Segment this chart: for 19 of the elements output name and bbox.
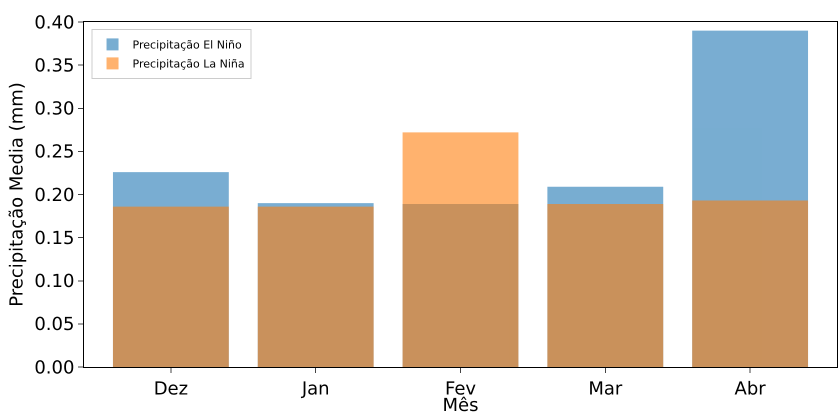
legend-label: Precipitação El Niño bbox=[132, 38, 242, 52]
legend-label: Precipitação La Niña bbox=[132, 58, 245, 71]
y-tick-label: 0.00 bbox=[34, 357, 74, 378]
x-tick-label: Jan bbox=[300, 378, 330, 400]
bar bbox=[402, 132, 518, 367]
y-tick-label: 0.05 bbox=[34, 314, 74, 336]
y-tick-label: 0.20 bbox=[34, 184, 74, 206]
x-tick-label: Mar bbox=[588, 378, 623, 400]
x-tick-label: Dez bbox=[154, 378, 188, 400]
y-tick-label: 0.15 bbox=[34, 228, 74, 249]
y-tick-label: 0.30 bbox=[34, 98, 74, 120]
x-tick-label: Abr bbox=[734, 378, 766, 400]
y-tick-label: 0.40 bbox=[34, 12, 74, 34]
y-tick-label: 0.25 bbox=[34, 142, 74, 163]
y-tick-label: 0.35 bbox=[34, 55, 74, 76]
y-tick-label: 0.10 bbox=[34, 271, 74, 292]
bar bbox=[112, 206, 229, 367]
bar bbox=[692, 200, 808, 367]
y-axis-title: Precipitação Media (mm) bbox=[6, 82, 28, 307]
